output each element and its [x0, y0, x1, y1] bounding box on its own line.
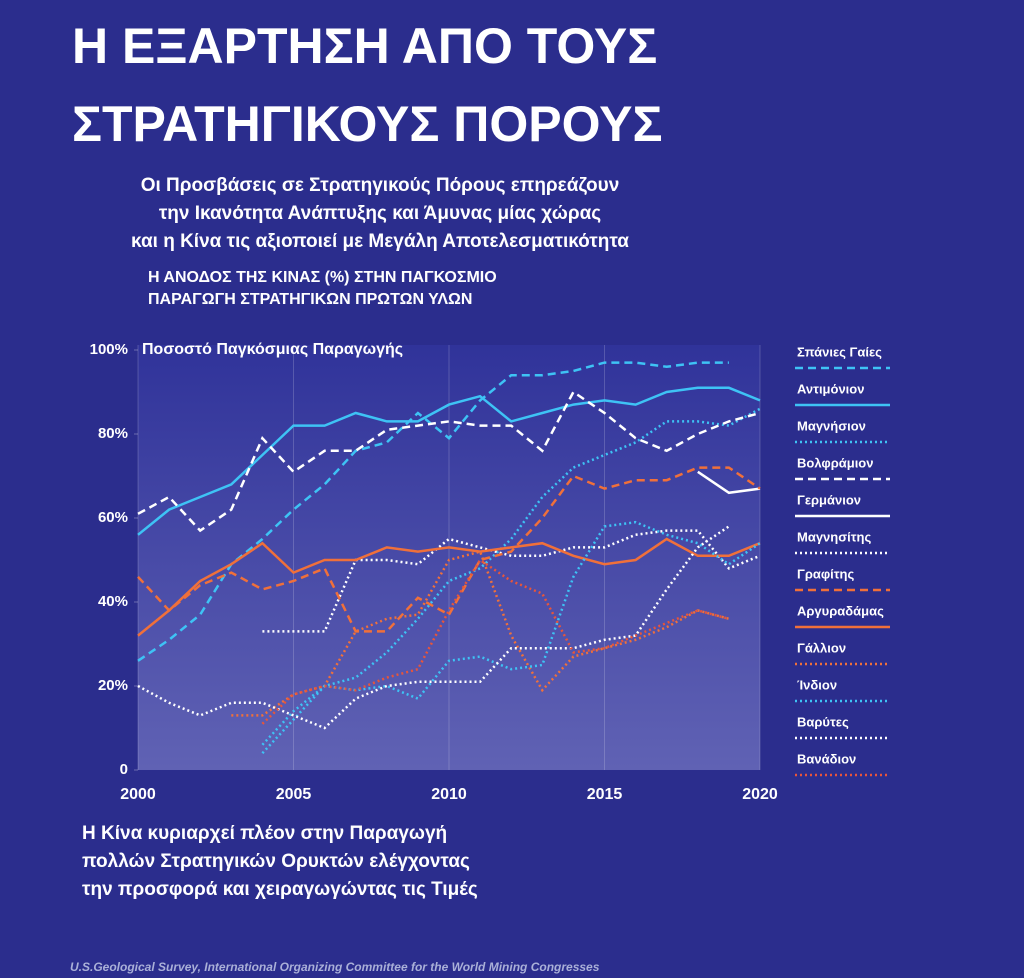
- chart-title: Η ΑΝΟΔΟΣ ΤΗΣ ΚΙΝΑΣ (%) ΣΤΗΝ ΠΑΓΚΟΣΜΙΟ: [148, 269, 497, 286]
- series-line: [137, 390, 761, 533]
- subtitle: Οι Προσβάσεις σε Στρατηγικούς Πόρους επη…: [141, 175, 620, 196]
- chart-title: ΠΑΡΑΓΩΓΗ ΣΤΡΑΤΗΓΙΚΩΝ ΠΡΩΤΩΝ ΥΛΩΝ: [148, 291, 472, 308]
- legend-label: Μαγνήσιον: [797, 418, 866, 433]
- y-tick-label: 40%: [98, 593, 128, 610]
- subtitle: και η Κίνα τις αξιοποιεί με Μεγάλη Αποτε…: [131, 231, 629, 252]
- series-line: [697, 470, 761, 495]
- x-tick-label: 2010: [431, 786, 467, 803]
- page-title: ΣΤΡΑΤΗΓΙΚΟΥΣ ΠΟΡΟΥΣ: [72, 96, 663, 152]
- annotation: πολλών Στρατηγικών Ορυκτών ελέγχοντας: [82, 851, 470, 872]
- legend-label: Βανάδιον: [797, 751, 856, 766]
- legend-label: Γραφίτης: [797, 566, 855, 581]
- x-tick-label: 2005: [276, 786, 312, 803]
- y-tick-label: 0: [120, 761, 128, 778]
- source: U.S.Geological Survey, International Org…: [70, 960, 600, 974]
- x-tick-label: 2000: [120, 786, 156, 803]
- series-line: [261, 558, 730, 725]
- x-tick-label: 2015: [587, 786, 623, 803]
- y-axis-label: Ποσοστό Παγκόσμιας Παραγωγής: [142, 341, 403, 358]
- legend-label: Μαγνησίτης: [797, 529, 871, 544]
- series-line: [137, 386, 761, 536]
- series-line: [262, 529, 761, 633]
- x-tick-label: 2020: [742, 786, 778, 803]
- annotation: Η Κίνα κυριαρχεί πλέον στην Παραγωγή: [82, 823, 447, 844]
- series-line: [137, 525, 730, 730]
- legend-label: Ίνδιον: [797, 677, 837, 692]
- legend-label: Γερμάνιον: [797, 492, 861, 507]
- series-line: [231, 550, 730, 717]
- legend-label: Βολφράμιον: [797, 455, 873, 470]
- series-line: [137, 466, 761, 633]
- subtitle: την Ικανότητα Ανάπτυξης και Άμυνας μίας …: [159, 203, 601, 224]
- legend-label: Αργυραδάμας: [797, 603, 884, 618]
- annotation: την προσφορά και χειραγωγώντας τις Τιμές: [82, 879, 478, 900]
- series-line: [137, 537, 761, 637]
- legend-label: Σπάνιες Γαίες: [797, 344, 882, 359]
- y-tick-label: 100%: [90, 341, 128, 358]
- y-tick-label: 20%: [98, 677, 128, 694]
- legend-label: Αντιμόνιον: [797, 381, 864, 396]
- page-title: Η ΕΞΑΡΤΗΣΗ ΑΠΟ ΤΟΥΣ: [72, 18, 657, 74]
- y-tick-label: 80%: [98, 425, 128, 442]
- legend-label: Βαρύτες: [797, 714, 849, 729]
- legend-label: Γάλλιον: [797, 640, 846, 655]
- y-tick-label: 60%: [98, 509, 128, 526]
